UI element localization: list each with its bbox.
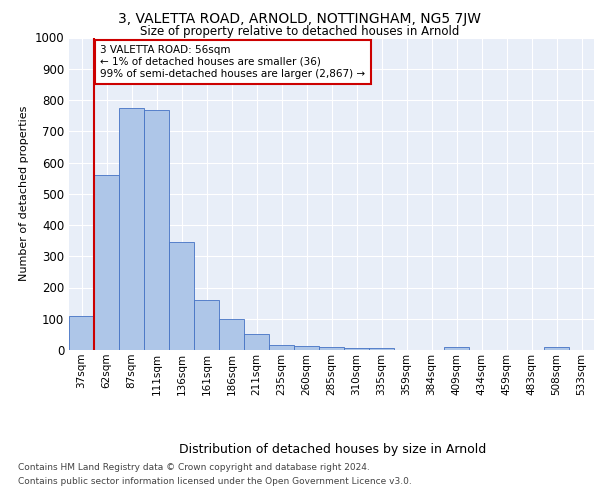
Y-axis label: Number of detached properties: Number of detached properties: [19, 106, 29, 282]
Bar: [369, 348, 394, 350]
Bar: [294, 346, 319, 350]
Bar: [194, 300, 219, 350]
Bar: [319, 347, 344, 350]
Bar: [69, 316, 94, 350]
Text: Distribution of detached houses by size in Arnold: Distribution of detached houses by size …: [179, 442, 487, 456]
Text: Contains HM Land Registry data © Crown copyright and database right 2024.: Contains HM Land Registry data © Crown c…: [18, 464, 370, 472]
Bar: [544, 347, 569, 350]
Bar: [94, 175, 119, 350]
Bar: [219, 320, 244, 350]
Text: 3 VALETTA ROAD: 56sqm
← 1% of detached houses are smaller (36)
99% of semi-detac: 3 VALETTA ROAD: 56sqm ← 1% of detached h…: [100, 46, 365, 78]
Bar: [344, 348, 369, 350]
Bar: [444, 347, 469, 350]
Text: Contains public sector information licensed under the Open Government Licence v3: Contains public sector information licen…: [18, 477, 412, 486]
Text: Size of property relative to detached houses in Arnold: Size of property relative to detached ho…: [140, 25, 460, 38]
Text: 3, VALETTA ROAD, ARNOLD, NOTTINGHAM, NG5 7JW: 3, VALETTA ROAD, ARNOLD, NOTTINGHAM, NG5…: [119, 12, 482, 26]
Bar: [244, 334, 269, 350]
Bar: [169, 242, 194, 350]
Bar: [119, 108, 144, 350]
Bar: [269, 346, 294, 350]
Bar: [144, 110, 169, 350]
